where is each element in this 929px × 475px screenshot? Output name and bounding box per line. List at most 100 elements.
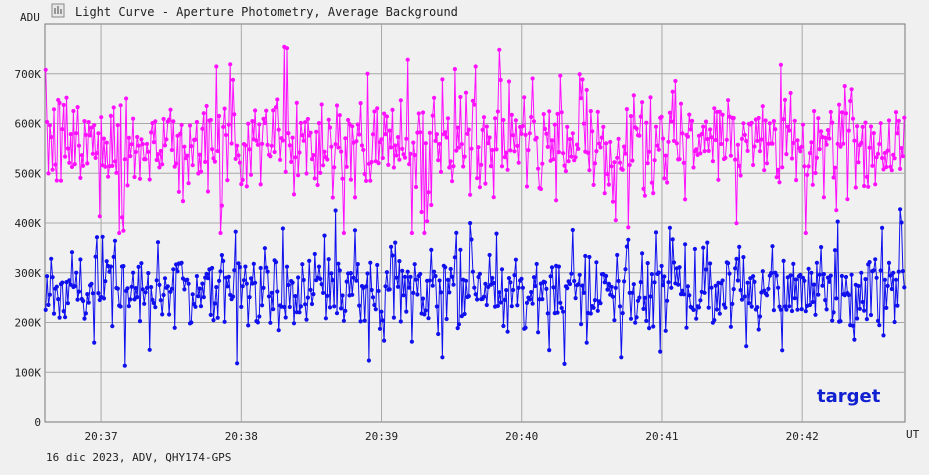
data-point [845,197,850,202]
data-point [67,160,72,165]
data-point [119,215,125,220]
data-point [171,267,176,272]
data-point [239,304,244,309]
data-point [513,257,519,262]
data-point [235,361,240,366]
data-point [287,143,292,148]
data-point [269,290,274,295]
data-point [671,138,677,143]
data-point [144,141,150,147]
data-point [389,145,394,150]
data-point [805,172,810,177]
data-point [333,142,338,147]
data-point [394,275,399,280]
data-point [429,247,434,252]
data-point [838,319,843,324]
data-point [601,124,606,129]
data-point [799,144,804,149]
data-point [501,323,506,329]
data-point [398,98,403,103]
data-point [315,182,320,188]
data-point [591,182,596,187]
data-point [83,132,88,137]
y-tick-label: 600K [15,118,42,131]
data-point [848,98,853,104]
data-point [226,274,231,279]
data-point [440,77,445,82]
data-point [51,311,57,316]
data-point [628,114,634,119]
data-point [789,156,795,161]
data-point [536,166,541,171]
data-point [271,108,276,113]
data-point [266,294,272,299]
data-point [167,312,172,317]
data-point [678,101,684,106]
data-point [590,129,595,134]
data-point [506,79,512,84]
data-point [764,293,770,298]
data-point [254,138,259,143]
data-point [881,333,886,338]
data-point [558,73,563,78]
data-point [499,267,505,272]
data-point [405,57,410,62]
data-point [128,297,133,302]
data-point [846,292,851,298]
data-point [468,192,473,197]
data-point [491,195,496,200]
data-point [221,258,226,264]
data-point [708,127,713,132]
data-point [240,284,245,289]
data-point [651,191,656,196]
data-point [81,163,86,168]
data-point [787,304,792,309]
data-point [647,149,652,154]
data-point [451,282,456,287]
data-point [369,287,374,293]
data-point [447,165,452,170]
data-point [246,323,251,328]
data-point [143,157,148,162]
data-point [706,305,711,310]
data-point [322,149,327,154]
data-point [680,288,685,293]
data-point [791,140,796,146]
data-point [760,269,765,274]
data-point [828,109,833,115]
data-point [283,315,288,320]
data-point [236,153,241,158]
data-point [529,114,534,120]
data-point [354,139,359,144]
data-point [189,144,194,149]
data-point [580,283,585,288]
data-point [868,124,874,129]
data-point [594,260,599,265]
data-point [701,124,706,129]
data-point [343,136,348,141]
data-point [665,298,670,303]
data-point [549,265,555,270]
data-point [358,319,363,324]
data-point [387,128,392,133]
data-point [411,140,416,145]
data-point [527,297,532,302]
data-point [312,251,317,257]
data-point [391,315,396,320]
data-point [751,162,756,168]
data-point [898,166,903,171]
data-point [579,96,584,101]
data-point [860,124,865,129]
data-point [301,138,306,143]
data-point [155,240,161,245]
data-point [630,290,635,295]
data-point [814,155,820,160]
data-point [64,95,69,100]
data-point [723,305,728,310]
data-point [43,307,48,312]
data-point [731,115,736,121]
data-point [895,303,900,308]
data-point [719,141,724,147]
data-point [334,311,340,316]
data-point [339,306,344,311]
